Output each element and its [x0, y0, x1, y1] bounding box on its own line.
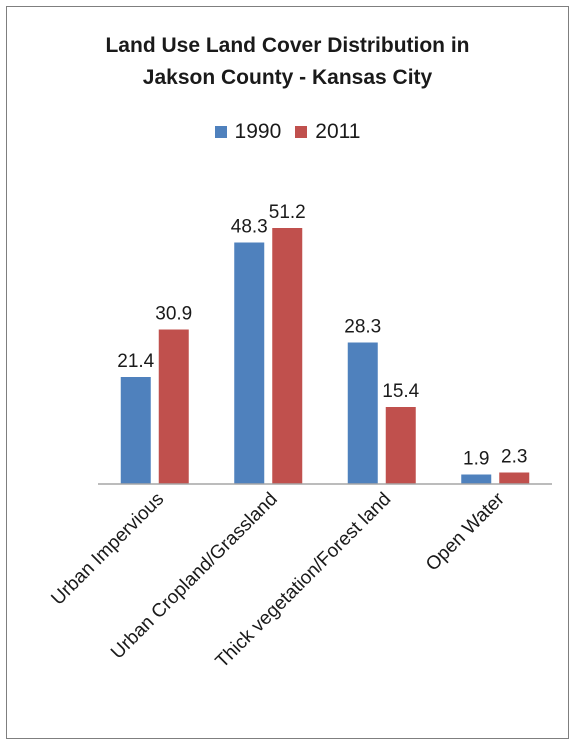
legend-item-2011: 2011 — [295, 120, 360, 144]
bar-2011-open-water — [499, 472, 530, 484]
x-tick-label-open-water: Open Water — [422, 488, 509, 575]
chart-title: Land Use Land Cover Distribution in Jaks… — [0, 30, 575, 94]
bar-1990-urban-impervious — [120, 377, 151, 484]
bar-1990-thick-vegetation-forest-land — [347, 342, 378, 484]
chart-title-line-1: Land Use Land Cover Distribution in — [105, 34, 470, 57]
legend-swatch-1990 — [214, 126, 227, 138]
legend-label-1990: 1990 — [234, 120, 282, 143]
data-label-2011-urban-impervious: 30.9 — [155, 304, 192, 325]
data-label-1990-urban-cropland-grassland: 48.3 — [231, 217, 268, 238]
x-tick-label-urban-impervious: Urban Impervious — [47, 489, 168, 610]
bar-2011-thick-vegetation-forest-land — [385, 407, 416, 484]
bar-2011-urban-cropland-grassland — [272, 228, 303, 484]
data-label-2011-thick-vegetation-forest-land: 15.4 — [382, 381, 419, 402]
legend: 1990 2011 — [0, 120, 575, 144]
legend-swatch-2011 — [295, 126, 308, 138]
bar-1990-urban-cropland-grassland — [234, 242, 265, 484]
bar-2011-urban-impervious — [158, 329, 189, 484]
data-label-1990-urban-impervious: 21.4 — [117, 351, 154, 372]
data-label-2011-urban-cropland-grassland: 51.2 — [269, 202, 306, 223]
bar-1990-open-water — [461, 474, 492, 484]
chart-title-line-2: Jakson County - Kansas City — [142, 66, 433, 89]
legend-item-1990: 1990 — [214, 120, 282, 144]
data-label-1990-open-water: 1.9 — [463, 449, 489, 470]
legend-label-2011: 2011 — [315, 120, 361, 143]
data-label-1990-thick-vegetation-forest-land: 28.3 — [344, 317, 381, 338]
data-label-2011-open-water: 2.3 — [501, 447, 527, 468]
